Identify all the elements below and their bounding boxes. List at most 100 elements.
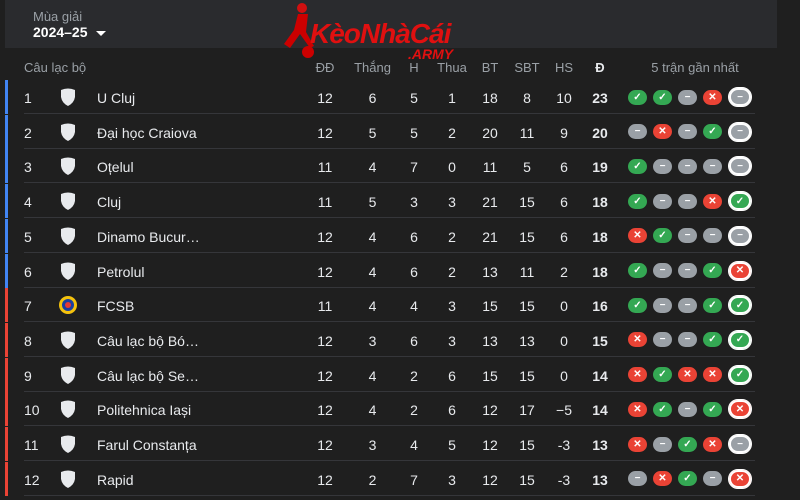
club-name[interactable]: U Cluj: [97, 90, 136, 106]
form-win-icon[interactable]: ✓: [653, 401, 672, 417]
form-loss-icon[interactable]: ✕: [703, 436, 722, 452]
club-name[interactable]: Oțelul: [97, 159, 134, 176]
form-loss-icon[interactable]: ✕: [703, 367, 722, 383]
table-row[interactable]: 8 Câu lạc bộ Bó… 12 3 6 3 13 13 0 15 ✕ − − ✓ ✓: [0, 322, 800, 357]
club-name[interactable]: Farul Constanța: [97, 437, 197, 453]
form-win-icon[interactable]: ✓: [703, 297, 722, 313]
position: 12: [24, 471, 40, 488]
form-loss-icon[interactable]: ✕: [728, 468, 752, 489]
table-row[interactable]: 12 Rapid 12 2 7 3 12 15 -3 13− ✕ ✓ − ✕: [0, 461, 800, 496]
form-draw-icon[interactable]: −: [653, 297, 672, 313]
club-name[interactable]: Politehnica Iași: [97, 402, 192, 419]
form-draw-icon[interactable]: −: [628, 124, 647, 140]
club-name[interactable]: Câu lạc bộ Se…: [97, 367, 199, 384]
form-win-icon[interactable]: ✓: [653, 228, 672, 244]
form-draw-icon[interactable]: −: [678, 193, 697, 209]
form-loss-icon[interactable]: ✕: [678, 367, 697, 383]
form-draw-icon[interactable]: −: [728, 225, 752, 246]
goals-for: 13: [482, 263, 498, 280]
form-draw-icon[interactable]: −: [653, 158, 672, 174]
form-draw-icon[interactable]: −: [678, 263, 697, 278]
club-name[interactable]: Đại học Craiova: [97, 124, 197, 141]
table-row[interactable]: 6 Petrolul 12 4 6 2 13 11 2 18 ✓ − − ✓ ✕: [0, 253, 800, 288]
form-draw-icon[interactable]: −: [678, 89, 697, 105]
form-win-icon[interactable]: ✓: [728, 329, 752, 350]
form-win-icon[interactable]: ✓: [628, 89, 647, 105]
form-loss-icon[interactable]: ✕: [728, 399, 752, 420]
header-ga: SBT: [514, 60, 540, 75]
form-draw-icon[interactable]: −: [628, 471, 647, 487]
played: 12: [317, 332, 333, 349]
form-loss-icon[interactable]: ✕: [703, 89, 722, 105]
form-win-icon[interactable]: ✓: [653, 367, 672, 383]
form-win-icon[interactable]: ✓: [703, 263, 722, 278]
table-row[interactable]: 7 FCSB 11 4 4 3 15 15 0 16 ✓ − − ✓ ✓: [0, 288, 800, 323]
form-loss-icon[interactable]: ✕: [628, 436, 647, 452]
header-drawn: H: [409, 60, 419, 75]
club-name[interactable]: Petrolul: [97, 263, 145, 280]
season-value: 2024–25: [33, 24, 88, 40]
form-draw-icon[interactable]: −: [728, 121, 752, 142]
goals-against: 15: [519, 228, 535, 245]
form-draw-icon[interactable]: −: [703, 158, 722, 174]
form-win-icon[interactable]: ✓: [678, 471, 697, 487]
form-win-icon[interactable]: ✓: [628, 297, 647, 313]
form-draw-icon[interactable]: −: [728, 87, 752, 107]
form-draw-icon[interactable]: −: [678, 228, 697, 244]
form-draw-icon[interactable]: −: [653, 193, 672, 209]
club-name[interactable]: FCSB: [97, 298, 135, 315]
form-draw-icon[interactable]: −: [678, 297, 697, 313]
table-row[interactable]: 3 Oțelul 11 4 7 0 11 5 6 19 ✓ − − − −: [0, 149, 800, 184]
position: 10: [24, 402, 40, 419]
form-win-icon[interactable]: ✓: [678, 436, 697, 452]
row-divider: [24, 460, 755, 461]
played: 12: [317, 471, 333, 488]
form-draw-icon[interactable]: −: [728, 434, 752, 454]
season-label: Mùa giải: [33, 9, 83, 24]
table-row[interactable]: 4 Cluj 11 5 3 3 21 15 6 18 ✓ − − ✕ ✓: [0, 184, 800, 219]
drawn: 7: [410, 471, 418, 488]
form-win-icon[interactable]: ✓: [628, 263, 647, 278]
points: 23: [592, 90, 608, 106]
form-win-icon[interactable]: ✓: [703, 332, 722, 348]
table-row[interactable]: 9 Câu lạc bộ Se… 12 4 2 6 15 15 0 14 ✕ ✓ ✕ ✕ ✓: [0, 357, 800, 392]
form-loss-icon[interactable]: ✕: [653, 471, 672, 487]
form-draw-icon[interactable]: −: [678, 158, 697, 174]
form-win-icon[interactable]: ✓: [653, 89, 672, 105]
form-loss-icon[interactable]: ✕: [628, 228, 647, 244]
form-draw-icon[interactable]: −: [728, 156, 752, 177]
club-name[interactable]: Dinamo Bucur…: [97, 228, 200, 245]
points: 20: [592, 124, 608, 141]
club-name[interactable]: Cluj: [97, 194, 122, 211]
club-name[interactable]: Rapid: [97, 471, 134, 488]
form-loss-icon[interactable]: ✕: [628, 401, 647, 417]
form-draw-icon[interactable]: −: [703, 471, 722, 487]
form-loss-icon[interactable]: ✕: [728, 260, 752, 281]
form-loss-icon[interactable]: ✕: [703, 193, 722, 209]
form-loss-icon[interactable]: ✕: [653, 124, 672, 140]
form-draw-icon[interactable]: −: [678, 401, 697, 417]
table-row[interactable]: 5 Dinamo Bucur… 12 4 6 2 21 15 6 18 ✕ ✓ − − −: [0, 218, 800, 253]
form-loss-icon[interactable]: ✕: [628, 367, 647, 383]
form-win-icon[interactable]: ✓: [628, 158, 647, 174]
table-row[interactable]: 2 Đại học Craiova 12 5 5 2 20 11 9 20− ✕ − ✓ −: [0, 114, 800, 149]
form-draw-icon[interactable]: −: [678, 332, 697, 348]
form-win-icon[interactable]: ✓: [628, 193, 647, 209]
form-win-icon[interactable]: ✓: [703, 124, 722, 140]
form-draw-icon[interactable]: −: [653, 436, 672, 452]
form-draw-icon[interactable]: −: [703, 228, 722, 244]
form-win-icon[interactable]: ✓: [728, 364, 752, 385]
form-draw-icon[interactable]: −: [678, 124, 697, 140]
form-draw-icon[interactable]: −: [653, 263, 672, 278]
form-win-icon[interactable]: ✓: [703, 401, 722, 417]
table-row[interactable]: 10 Politehnica Iași 12 4 2 6 12 17 −5 14 ✕ ✓ − ✓ ✕: [0, 392, 800, 427]
form-win-icon[interactable]: ✓: [728, 295, 752, 316]
club-name[interactable]: Câu lạc bộ Bó…: [97, 332, 199, 349]
form-draw-icon[interactable]: −: [653, 332, 672, 348]
form-win-icon[interactable]: ✓: [728, 191, 752, 212]
form-loss-icon[interactable]: ✕: [628, 332, 647, 348]
table-row[interactable]: 11 Farul Constanța 12 3 4 5 12 15 -3 13 ✕ − ✓ ✕ −: [0, 427, 800, 461]
season-dropdown[interactable]: 2024–25: [33, 24, 106, 40]
lost: 3: [448, 194, 456, 211]
